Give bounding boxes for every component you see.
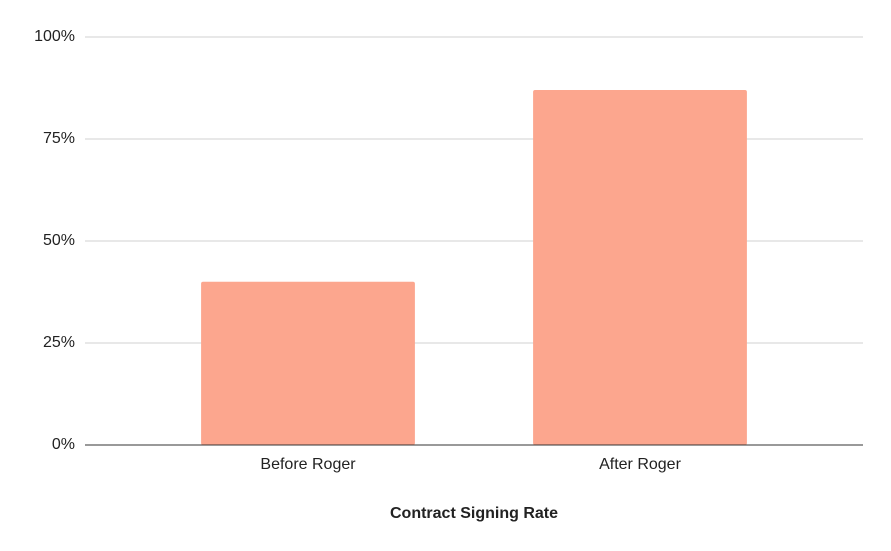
y-tick-label: 100% — [34, 28, 75, 45]
x-axis-title: Contract Signing Rate — [390, 505, 558, 522]
bar — [533, 90, 747, 445]
x-tick-label: After Roger — [599, 456, 681, 473]
x-tick-label: Before Roger — [260, 456, 356, 473]
y-tick-label: 25% — [43, 334, 75, 351]
y-tick-label: 75% — [43, 130, 75, 147]
y-tick-label: 50% — [43, 232, 75, 249]
y-tick-label: 0% — [52, 436, 75, 453]
bar — [201, 281, 415, 445]
